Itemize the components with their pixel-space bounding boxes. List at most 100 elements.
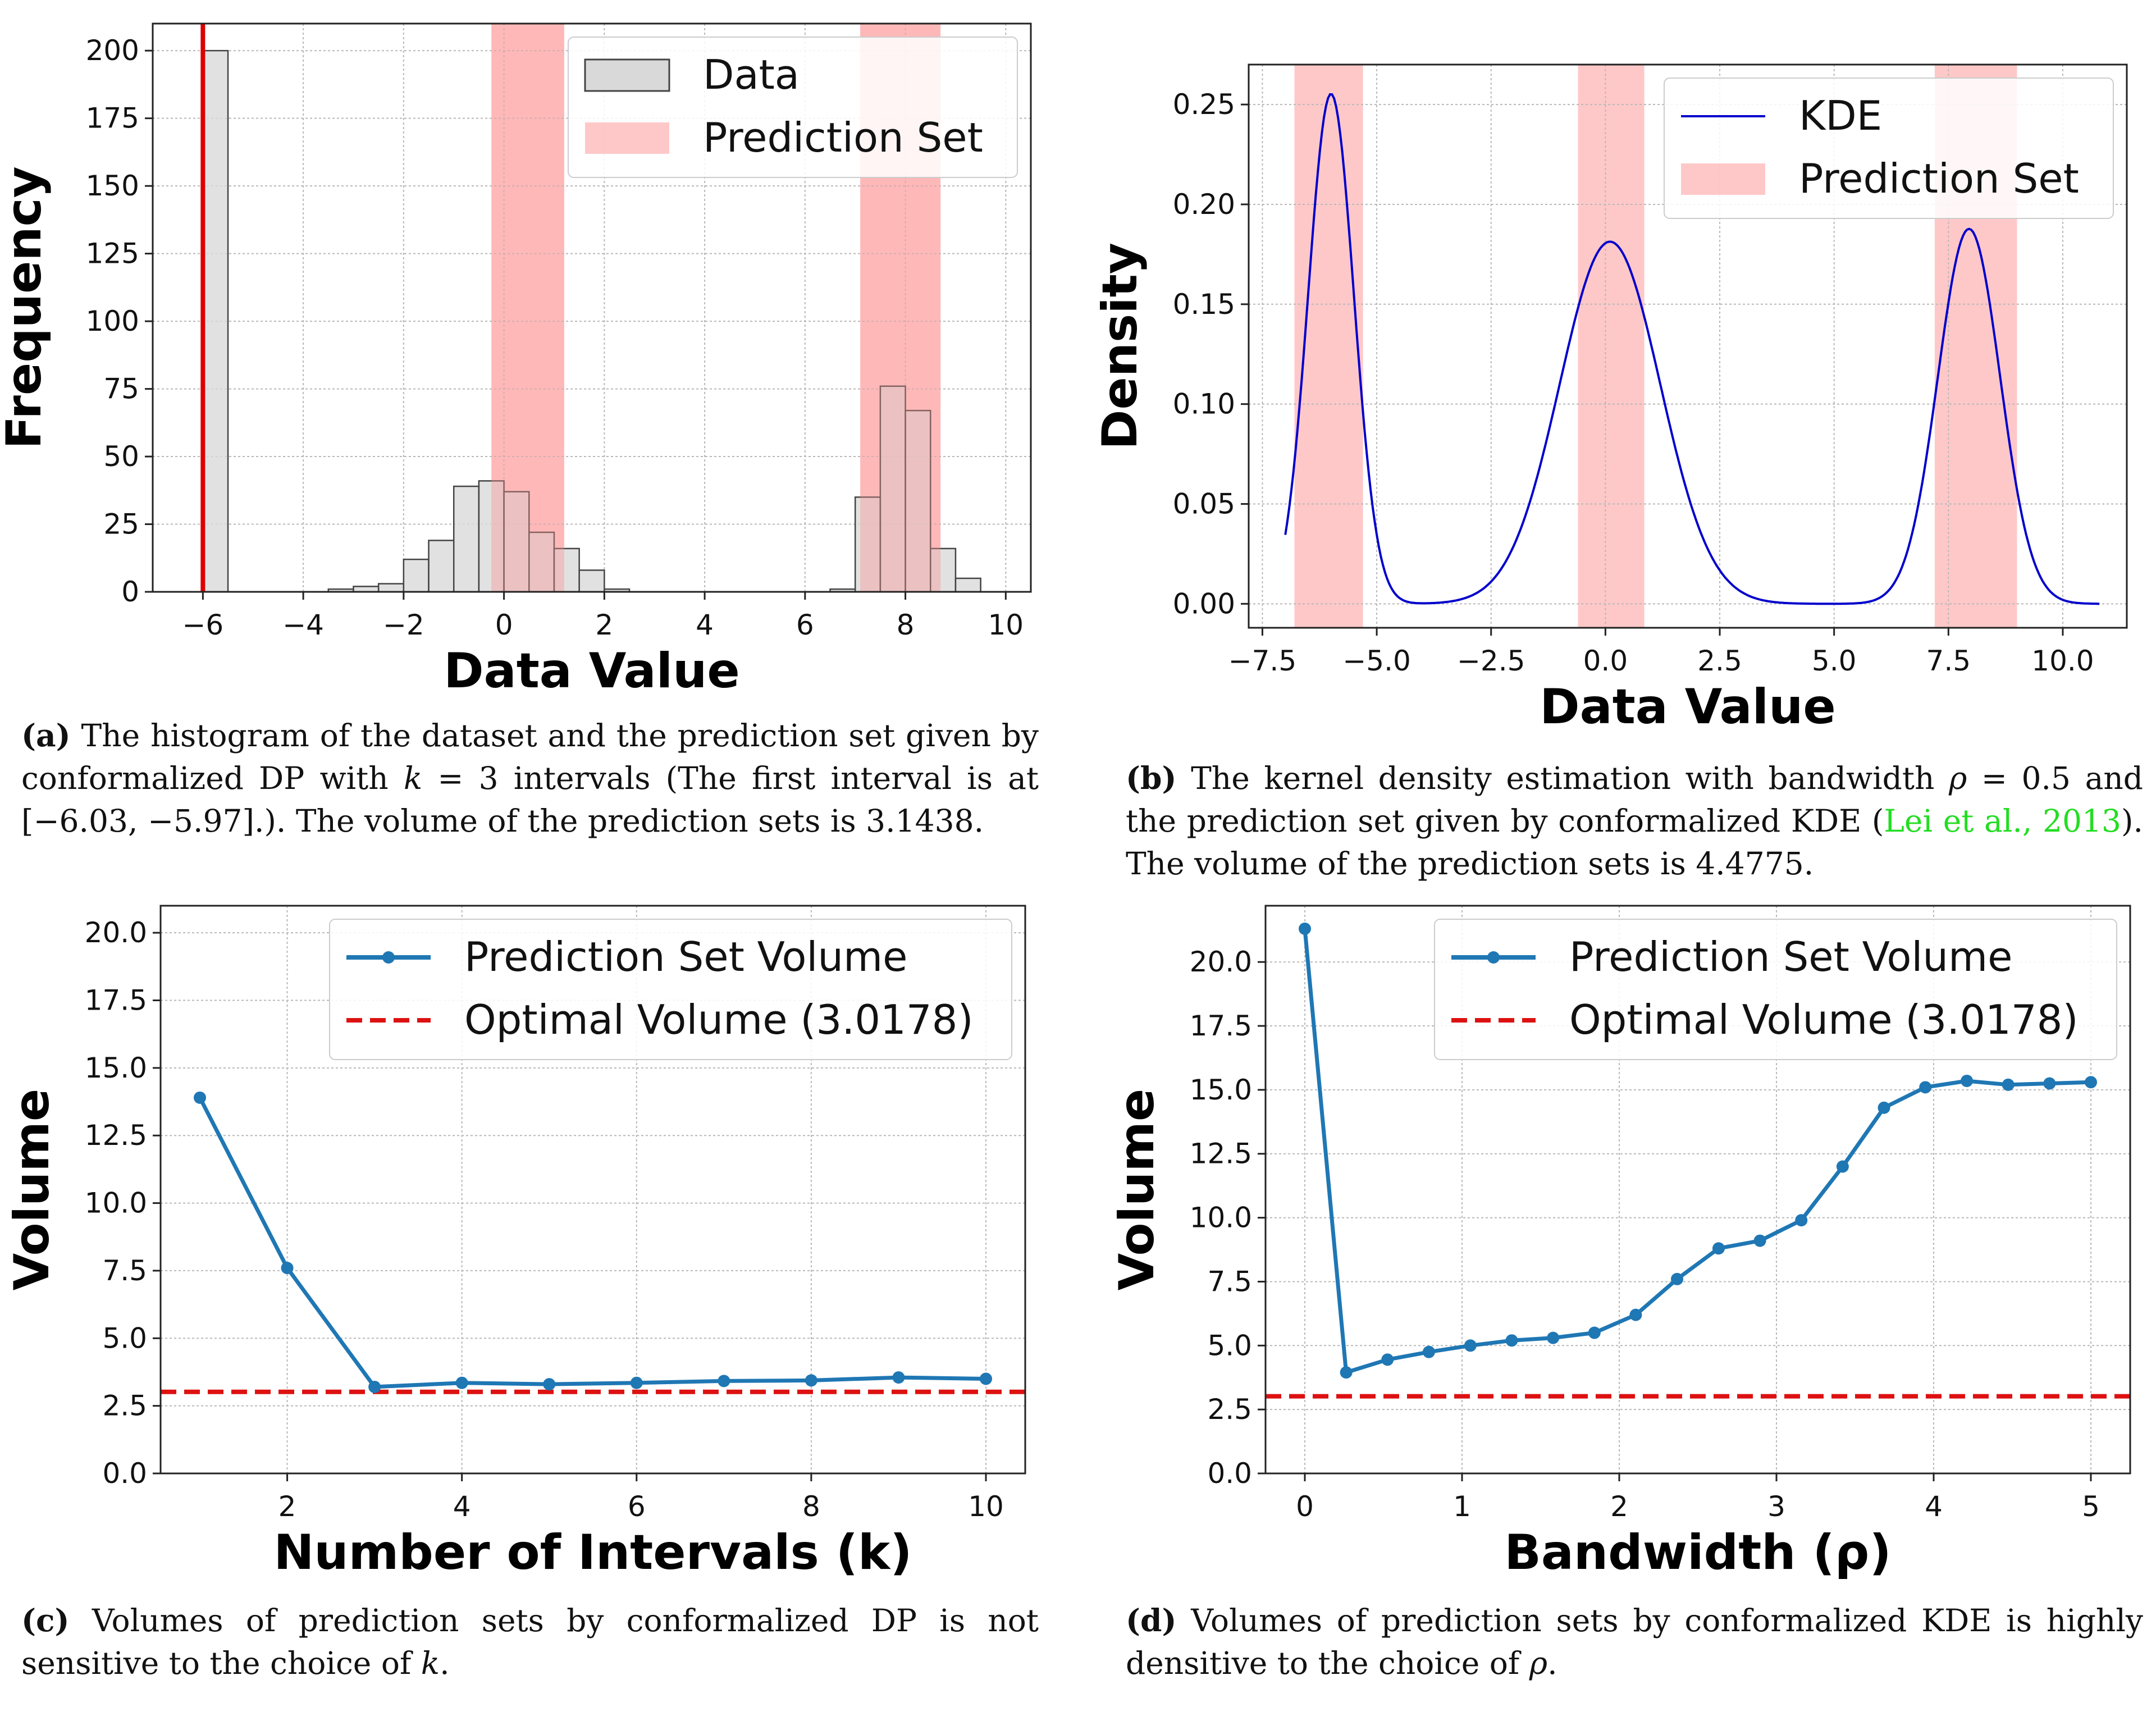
y-tick-label: 12.5 (1190, 1138, 1252, 1170)
y-tick-label: 75 (103, 373, 139, 405)
volume-point (1422, 1345, 1435, 1358)
chart-a: −6 −4 −2 0 2 4 6 8 100255075100125150175200Data … (0, 22, 1032, 699)
volume-point (1753, 1234, 1766, 1247)
caption-a-k: k (403, 760, 423, 796)
y-tick-label: 0.0 (102, 1457, 147, 1490)
volume-point (543, 1378, 556, 1391)
volume-point (718, 1375, 730, 1388)
legend-box (1664, 77, 2114, 219)
x-tick-label: 8 (897, 609, 915, 641)
legend-label: Prediction Set Volume (464, 933, 907, 980)
y-tick-label: 0.25 (1173, 88, 1235, 121)
kde-curve (1284, 93, 2100, 605)
volume-point (1671, 1272, 1684, 1285)
caption-c: (c) Volumes of prediction sets by confor… (21, 1599, 1039, 1685)
caption-d-label: (d) (1126, 1602, 1177, 1639)
x-tick-label: 6 (628, 1490, 646, 1523)
histogram-bar (905, 409, 931, 593)
x-tick-label: 8 (802, 1490, 820, 1523)
x-tick-label: 3 (1767, 1490, 1785, 1523)
volume-point (194, 1091, 206, 1104)
volume-point (630, 1376, 643, 1389)
caption-c-k: k (421, 1645, 440, 1681)
volume-point (1712, 1242, 1725, 1255)
y-tick-label: 25 (103, 508, 139, 541)
y-tick-label: 150 (86, 170, 139, 202)
y-tick-label: 2.5 (1207, 1393, 1252, 1426)
histogram-bar (954, 577, 981, 593)
caption-d-text-2: . (1547, 1645, 1557, 1681)
y-tick-label: 7.5 (102, 1254, 147, 1287)
y-tick-label: 15.0 (85, 1052, 147, 1084)
x-tick-label: −2 (383, 609, 424, 641)
y-tick-label: 10.0 (85, 1187, 147, 1220)
caption-a-text-2: = 3 intervals (The first interval is at … (21, 760, 1039, 839)
x-tick-label: 2 (1610, 1490, 1628, 1523)
x-tick-label: 7.5 (1926, 645, 1971, 677)
x-tick-label: 10 (988, 609, 1024, 641)
y-tick-label: 17.5 (1190, 1010, 1252, 1042)
legend-label: Prediction Set (703, 114, 983, 161)
x-tick-label: −6 (182, 609, 224, 641)
caption-d: (d) Volumes of prediction sets by confor… (1126, 1599, 2143, 1685)
volume-point (1547, 1331, 1560, 1344)
y-tick-label: 17.5 (85, 984, 147, 1017)
volume-point (2002, 1078, 2015, 1091)
plot-frame (1264, 905, 2131, 1475)
x-tick-label: 2 (595, 609, 613, 641)
y-tick-label: 5.0 (102, 1322, 147, 1354)
volume-point (455, 1376, 468, 1389)
legend-label: Prediction Set Volume (1569, 933, 2012, 980)
legend-handle-marker (1487, 951, 1500, 964)
x-tick-label: 1 (1453, 1490, 1471, 1523)
volume-point (1878, 1101, 1890, 1114)
volume-point (1340, 1366, 1353, 1379)
volume-line (1303, 928, 2091, 1375)
legend-handle-prediction-set (585, 122, 669, 154)
legend-label: KDE (1799, 92, 1882, 139)
chart-c: 2 4 6 8 10 0.0 2.5 5.0 7.5 10.0 12.5 15.0 17.5 20.0 Nu… (4, 905, 1026, 1581)
plot-frame (1248, 63, 2128, 629)
caption-b-text-1: The kernel density estimation with bandw… (1191, 760, 1949, 796)
x-tick-label: −7.5 (1228, 645, 1296, 677)
y-tick-label: 0.05 (1173, 487, 1235, 520)
prediction-set-band (1578, 65, 1645, 628)
x-tick-label: −2.5 (1457, 645, 1525, 677)
legend-label: Data (703, 51, 800, 98)
legend-box (329, 919, 1012, 1060)
x-tick-label: 10.0 (2031, 645, 2094, 677)
volume-point (368, 1380, 381, 1393)
plot-frame (159, 905, 1026, 1475)
x-tick-label: 0 (495, 609, 513, 641)
x-tick-label: 4 (453, 1490, 471, 1523)
legend-box (1434, 919, 2117, 1060)
volume-point (980, 1372, 992, 1385)
plot-frame (152, 22, 1032, 593)
x-tick-label: 2 (278, 1490, 296, 1523)
volume-point (1919, 1081, 1932, 1094)
x-tick-label: 0.0 (1583, 645, 1628, 677)
volume-point (892, 1371, 905, 1384)
caption-c-text-2: . (440, 1645, 450, 1681)
citation-link[interactable]: Lei et al., 2013 (1884, 803, 2122, 839)
y-tick-label: 0 (121, 576, 139, 608)
chart-b: −7.5 −5.0 −2.5 0.0 2.5 5.0 7.5 10.0 0.00 0.05 0.10… (1092, 63, 2128, 735)
x-tick-label: −4 (282, 609, 324, 641)
caption-a-label: (a) (21, 717, 71, 754)
legend-handle-marker (382, 951, 395, 964)
histogram-bar (377, 583, 405, 593)
legend-handle-data (584, 58, 670, 92)
volume-point (1629, 1308, 1642, 1321)
histogram-bar (528, 531, 555, 593)
caption-d-text-1: Volumes of prediction sets by conformali… (1126, 1603, 2144, 1681)
histogram-bar (930, 547, 957, 593)
histogram-bar (578, 569, 605, 593)
y-tick-label: 20.0 (85, 916, 147, 949)
y-tick-label: 0.0 (1207, 1457, 1252, 1490)
y-tick-label: 10.0 (1190, 1202, 1252, 1234)
x-tick-label: 10 (968, 1490, 1004, 1523)
y-axis-label: Volume (1109, 1089, 1165, 1291)
caption-c-label: (c) (21, 1602, 70, 1639)
legend: KDE Prediction Set (1664, 77, 2114, 219)
chart-d: 0 1 2 3 4 5 0.0 2.5 5.0 7.5 10.0 12.5 15.0 17.5 20.0 Ba… (1109, 905, 2131, 1581)
